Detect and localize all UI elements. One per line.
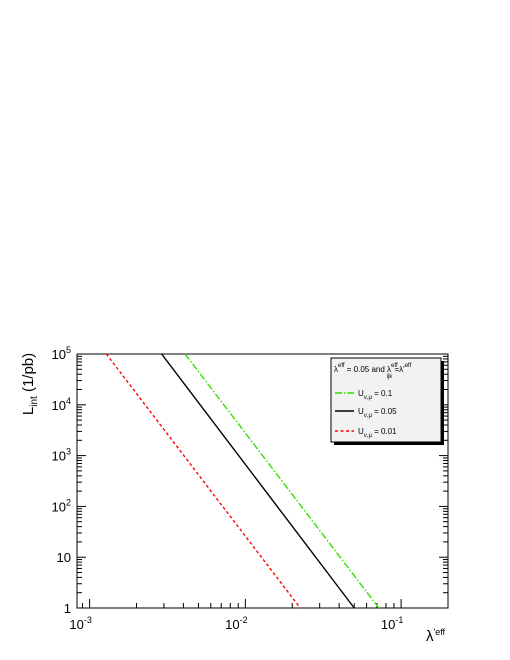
legend-label-3: Uν,μ = 0.01 (358, 427, 397, 439)
x-axis-title: λ'eff (426, 627, 446, 645)
legend-label-1: Uν,μ = 0.1 (358, 389, 393, 401)
legend: λeff = 0.05 and λeff ijk =λ'eff Uν,μ = 0.… (330, 357, 444, 445)
y-tick-label: 1 (64, 601, 71, 616)
series-line-1 (184, 353, 380, 609)
y-axis-title: Lint (1/pb) (20, 353, 40, 415)
series-line-3 (105, 353, 301, 609)
series-line-2 (161, 353, 355, 609)
legend-header: λeff = 0.05 and λeff ijk =λ'eff (334, 363, 412, 380)
series-lines (105, 353, 380, 609)
x-tick-label: 10-1 (381, 615, 403, 632)
legend-entries: Uν,μ = 0.1 Uν,μ = 0.05 Uν,μ = 0.01 (335, 389, 397, 439)
plot-frame (76, 353, 449, 609)
y-tick-label: 104 (52, 396, 71, 413)
y-tick-label: 10 (57, 550, 71, 565)
legend-label-2: Uν,μ = 0.05 (358, 407, 397, 419)
y-tick-label: 105 (52, 345, 71, 362)
axis-ticks: 1 10 102 103 104 105 10-3 10-2 10-1 (52, 345, 449, 632)
y-tick-label: 103 (52, 447, 71, 464)
legend-box (330, 357, 442, 443)
y-tick-label: 102 (52, 497, 71, 514)
x-tick-label: 10-3 (69, 615, 91, 632)
x-tick-label: 10-2 (225, 615, 247, 632)
